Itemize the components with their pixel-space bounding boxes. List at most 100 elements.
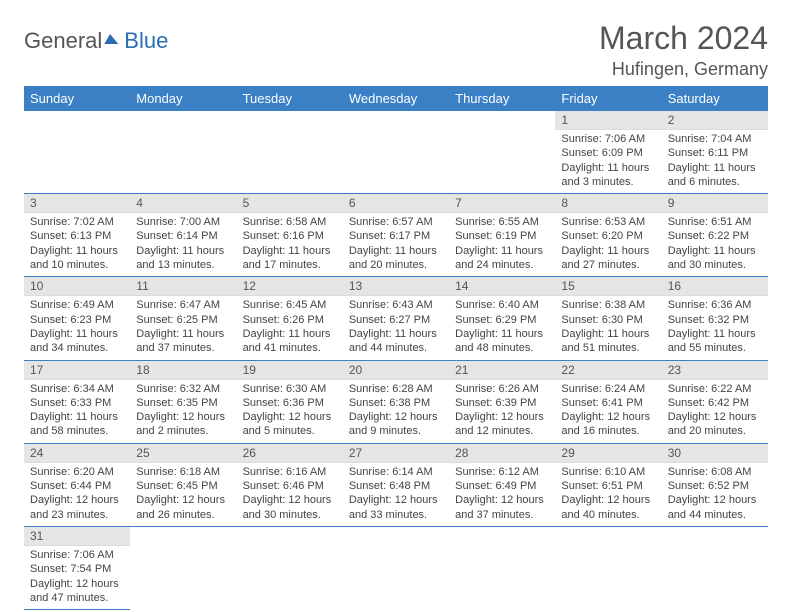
- calendar-day-cell: 2Sunrise: 7:04 AMSunset: 6:11 PMDaylight…: [662, 111, 768, 194]
- calendar-week-row: 17Sunrise: 6:34 AMSunset: 6:33 PMDayligh…: [24, 360, 768, 443]
- daylight-line: Daylight: 12 hours and 20 minutes.: [668, 410, 762, 439]
- calendar-empty-cell: [24, 111, 130, 194]
- calendar-empty-cell: [662, 526, 768, 609]
- calendar-day-cell: 18Sunrise: 6:32 AMSunset: 6:35 PMDayligh…: [130, 360, 236, 443]
- day-number: 29: [555, 444, 661, 463]
- calendar-empty-cell: [449, 526, 555, 609]
- calendar-empty-cell: [343, 526, 449, 609]
- sunrise-line: Sunrise: 7:02 AM: [30, 215, 124, 229]
- calendar-day-cell: 23Sunrise: 6:22 AMSunset: 6:42 PMDayligh…: [662, 360, 768, 443]
- day-number: 2: [662, 111, 768, 130]
- sunrise-line: Sunrise: 6:08 AM: [668, 465, 762, 479]
- day-details: Sunrise: 6:08 AMSunset: 6:52 PMDaylight:…: [662, 463, 768, 526]
- calendar-table: SundayMondayTuesdayWednesdayThursdayFrid…: [24, 86, 768, 610]
- calendar-day-cell: 12Sunrise: 6:45 AMSunset: 6:26 PMDayligh…: [237, 277, 343, 360]
- sunrise-line: Sunrise: 6:32 AM: [136, 382, 230, 396]
- day-details: Sunrise: 6:20 AMSunset: 6:44 PMDaylight:…: [24, 463, 130, 526]
- sunrise-line: Sunrise: 6:22 AM: [668, 382, 762, 396]
- sunrise-line: Sunrise: 6:26 AM: [455, 382, 549, 396]
- calendar-day-cell: 15Sunrise: 6:38 AMSunset: 6:30 PMDayligh…: [555, 277, 661, 360]
- day-details: Sunrise: 6:12 AMSunset: 6:49 PMDaylight:…: [449, 463, 555, 526]
- calendar-day-cell: 25Sunrise: 6:18 AMSunset: 6:45 PMDayligh…: [130, 443, 236, 526]
- day-number: 16: [662, 277, 768, 296]
- daylight-line: Daylight: 11 hours and 30 minutes.: [668, 244, 762, 273]
- day-number: 30: [662, 444, 768, 463]
- daylight-line: Daylight: 11 hours and 24 minutes.: [455, 244, 549, 273]
- sunrise-line: Sunrise: 6:55 AM: [455, 215, 549, 229]
- day-number: 23: [662, 361, 768, 380]
- sunrise-line: Sunrise: 6:58 AM: [243, 215, 337, 229]
- day-details: Sunrise: 6:55 AMSunset: 6:19 PMDaylight:…: [449, 213, 555, 276]
- calendar-day-cell: 21Sunrise: 6:26 AMSunset: 6:39 PMDayligh…: [449, 360, 555, 443]
- sunrise-line: Sunrise: 6:45 AM: [243, 298, 337, 312]
- calendar-day-cell: 26Sunrise: 6:16 AMSunset: 6:46 PMDayligh…: [237, 443, 343, 526]
- daylight-line: Daylight: 12 hours and 37 minutes.: [455, 493, 549, 522]
- day-number: 14: [449, 277, 555, 296]
- daylight-line: Daylight: 11 hours and 51 minutes.: [561, 327, 655, 356]
- day-number: 5: [237, 194, 343, 213]
- day-number: 26: [237, 444, 343, 463]
- sunrise-line: Sunrise: 6:16 AM: [243, 465, 337, 479]
- calendar-day-cell: 5Sunrise: 6:58 AMSunset: 6:16 PMDaylight…: [237, 194, 343, 277]
- sunset-line: Sunset: 6:17 PM: [349, 229, 443, 243]
- sunset-line: Sunset: 6:14 PM: [136, 229, 230, 243]
- sunrise-line: Sunrise: 6:14 AM: [349, 465, 443, 479]
- sunset-line: Sunset: 6:11 PM: [668, 146, 762, 160]
- daylight-line: Daylight: 11 hours and 6 minutes.: [668, 161, 762, 190]
- day-details: Sunrise: 6:30 AMSunset: 6:36 PMDaylight:…: [237, 380, 343, 443]
- daylight-line: Daylight: 11 hours and 17 minutes.: [243, 244, 337, 273]
- sunset-line: Sunset: 6:51 PM: [561, 479, 655, 493]
- daylight-line: Daylight: 12 hours and 2 minutes.: [136, 410, 230, 439]
- sunset-line: Sunset: 6:20 PM: [561, 229, 655, 243]
- day-number: 1: [555, 111, 661, 130]
- sunset-line: Sunset: 6:36 PM: [243, 396, 337, 410]
- daylight-line: Daylight: 11 hours and 27 minutes.: [561, 244, 655, 273]
- sunset-line: Sunset: 6:29 PM: [455, 313, 549, 327]
- sunrise-line: Sunrise: 7:06 AM: [30, 548, 124, 562]
- day-number: 25: [130, 444, 236, 463]
- day-number: 20: [343, 361, 449, 380]
- sunset-line: Sunset: 6:44 PM: [30, 479, 124, 493]
- calendar-empty-cell: [237, 526, 343, 609]
- day-details: Sunrise: 6:14 AMSunset: 6:48 PMDaylight:…: [343, 463, 449, 526]
- day-number: 21: [449, 361, 555, 380]
- day-number: 8: [555, 194, 661, 213]
- logo-flag-icon: [105, 34, 125, 44]
- day-details: Sunrise: 6:38 AMSunset: 6:30 PMDaylight:…: [555, 296, 661, 359]
- day-details: Sunrise: 7:06 AMSunset: 7:54 PMDaylight:…: [24, 546, 130, 609]
- daylight-line: Daylight: 12 hours and 40 minutes.: [561, 493, 655, 522]
- day-details: Sunrise: 6:24 AMSunset: 6:41 PMDaylight:…: [555, 380, 661, 443]
- calendar-day-cell: 30Sunrise: 6:08 AMSunset: 6:52 PMDayligh…: [662, 443, 768, 526]
- calendar-empty-cell: [449, 111, 555, 194]
- daylight-line: Daylight: 11 hours and 20 minutes.: [349, 244, 443, 273]
- day-details: Sunrise: 6:36 AMSunset: 6:32 PMDaylight:…: [662, 296, 768, 359]
- day-details: Sunrise: 7:02 AMSunset: 6:13 PMDaylight:…: [24, 213, 130, 276]
- day-details: Sunrise: 7:06 AMSunset: 6:09 PMDaylight:…: [555, 130, 661, 193]
- sunrise-line: Sunrise: 7:06 AM: [561, 132, 655, 146]
- daylight-line: Daylight: 12 hours and 23 minutes.: [30, 493, 124, 522]
- sunset-line: Sunset: 6:23 PM: [30, 313, 124, 327]
- header: General Blue March 2024 Hufingen, German…: [24, 20, 768, 80]
- calendar-day-cell: 24Sunrise: 6:20 AMSunset: 6:44 PMDayligh…: [24, 443, 130, 526]
- day-number: 11: [130, 277, 236, 296]
- calendar-day-cell: 22Sunrise: 6:24 AMSunset: 6:41 PMDayligh…: [555, 360, 661, 443]
- day-number: 10: [24, 277, 130, 296]
- sunset-line: Sunset: 6:19 PM: [455, 229, 549, 243]
- calendar-week-row: 10Sunrise: 6:49 AMSunset: 6:23 PMDayligh…: [24, 277, 768, 360]
- calendar-day-cell: 11Sunrise: 6:47 AMSunset: 6:25 PMDayligh…: [130, 277, 236, 360]
- day-number: 17: [24, 361, 130, 380]
- daylight-line: Daylight: 12 hours and 16 minutes.: [561, 410, 655, 439]
- sunrise-line: Sunrise: 6:28 AM: [349, 382, 443, 396]
- day-details: Sunrise: 7:00 AMSunset: 6:14 PMDaylight:…: [130, 213, 236, 276]
- sunrise-line: Sunrise: 6:51 AM: [668, 215, 762, 229]
- sunset-line: Sunset: 6:26 PM: [243, 313, 337, 327]
- day-number: 4: [130, 194, 236, 213]
- day-details: Sunrise: 6:40 AMSunset: 6:29 PMDaylight:…: [449, 296, 555, 359]
- sunrise-line: Sunrise: 6:43 AM: [349, 298, 443, 312]
- daylight-line: Daylight: 12 hours and 26 minutes.: [136, 493, 230, 522]
- day-number: 12: [237, 277, 343, 296]
- day-details: Sunrise: 6:49 AMSunset: 6:23 PMDaylight:…: [24, 296, 130, 359]
- title-block: March 2024 Hufingen, Germany: [599, 20, 768, 80]
- sunset-line: Sunset: 6:49 PM: [455, 479, 549, 493]
- location: Hufingen, Germany: [599, 59, 768, 80]
